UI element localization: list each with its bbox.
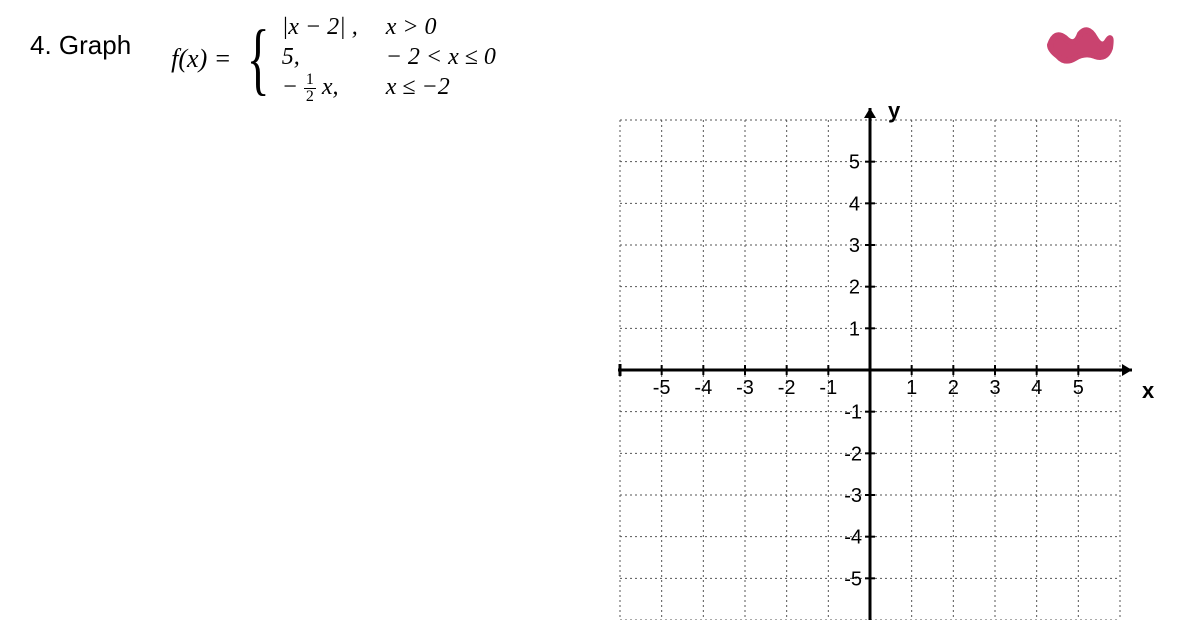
frac-num: 1 xyxy=(304,72,316,89)
piece-2-cond: − 2 < x ≤ 0 xyxy=(386,42,496,72)
piecewise-pieces: |x − 2| , x > 0 5, − 2 < x ≤ 0 − 1 2 x, … xyxy=(282,12,496,105)
piece-2: 5, − 2 < x ≤ 0 xyxy=(282,42,496,72)
svg-text:1: 1 xyxy=(849,318,860,340)
svg-text:x: x xyxy=(1142,378,1155,403)
svg-text:5: 5 xyxy=(1073,377,1084,399)
svg-text:y: y xyxy=(888,100,901,123)
frac-den: 2 xyxy=(304,89,316,105)
svg-text:-4: -4 xyxy=(694,377,712,399)
piece-3-prefix: − xyxy=(282,74,298,100)
problem-number: 4. Graph xyxy=(30,12,131,61)
svg-text:-1: -1 xyxy=(844,402,862,424)
piece-2-def: 5, xyxy=(282,42,372,72)
piece-3-def: − 1 2 x, xyxy=(282,72,372,105)
svg-text:-4: -4 xyxy=(844,527,862,549)
svg-text:2: 2 xyxy=(849,277,860,299)
svg-text:3: 3 xyxy=(849,235,860,257)
grid-svg: -5 -4 -3 -2 -1 1 2 3 4 5 1 2 3 4 5 -1 -2 -3 -4 -5 y x xyxy=(600,100,1160,620)
svg-text:-5: -5 xyxy=(653,377,671,399)
piece-1-cond: x > 0 xyxy=(386,12,437,42)
svg-text:4: 4 xyxy=(849,193,860,215)
svg-text:3: 3 xyxy=(989,377,1000,399)
svg-text:4: 4 xyxy=(1031,377,1042,399)
svg-text:-3: -3 xyxy=(844,485,862,507)
svg-text:-2: -2 xyxy=(844,443,862,465)
svg-text:1: 1 xyxy=(906,377,917,399)
piece-1-def: |x − 2| , xyxy=(282,12,372,42)
coordinate-grid: -5 -4 -3 -2 -1 1 2 3 4 5 1 2 3 4 5 -1 -2 -3 -4 -5 y x xyxy=(600,100,1160,625)
piece-3-suffix: x, xyxy=(322,74,339,100)
scribble-mark xyxy=(1040,20,1120,70)
piecewise-brace: { xyxy=(247,19,270,99)
svg-text:-1: -1 xyxy=(819,377,837,399)
problem-row: 4. Graph f(x) = { |x − 2| , x > 0 5, − 2… xyxy=(0,0,1200,105)
svg-text:-2: -2 xyxy=(778,377,796,399)
svg-text:2: 2 xyxy=(948,377,959,399)
fx-label: f(x) = xyxy=(171,44,231,74)
function-definition: f(x) = { |x − 2| , x > 0 5, − 2 < x ≤ 0 … xyxy=(171,12,496,105)
piece-3: − 1 2 x, x ≤ −2 xyxy=(282,72,496,105)
piece-3-cond: x ≤ −2 xyxy=(386,72,450,105)
svg-text:5: 5 xyxy=(849,152,860,174)
piece-3-fraction: 1 2 xyxy=(304,72,316,105)
svg-text:-5: -5 xyxy=(844,568,862,590)
svg-text:-3: -3 xyxy=(736,377,754,399)
piece-1: |x − 2| , x > 0 xyxy=(282,12,496,42)
